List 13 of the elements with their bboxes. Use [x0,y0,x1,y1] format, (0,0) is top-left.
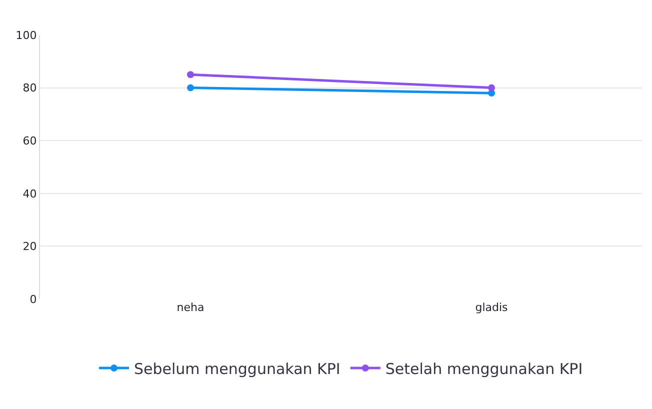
y-tick-label: 0 [30,292,37,306]
legend-label: Setelah menggunakan KPI [385,360,583,378]
y-tick-label: 40 [22,187,37,200]
legend-label: Sebelum menggunakan KPI [134,360,340,378]
point [187,84,194,92]
y-tick-label: 100 [16,28,37,42]
y-tick-label: 60 [22,134,37,148]
y-tick-label: 80 [22,82,37,95]
y-tick-label: 20 [22,240,37,254]
point [187,71,194,78]
point [488,84,495,92]
x-tick-label: gladis [475,301,508,314]
x-tick-label: neha [176,301,204,314]
